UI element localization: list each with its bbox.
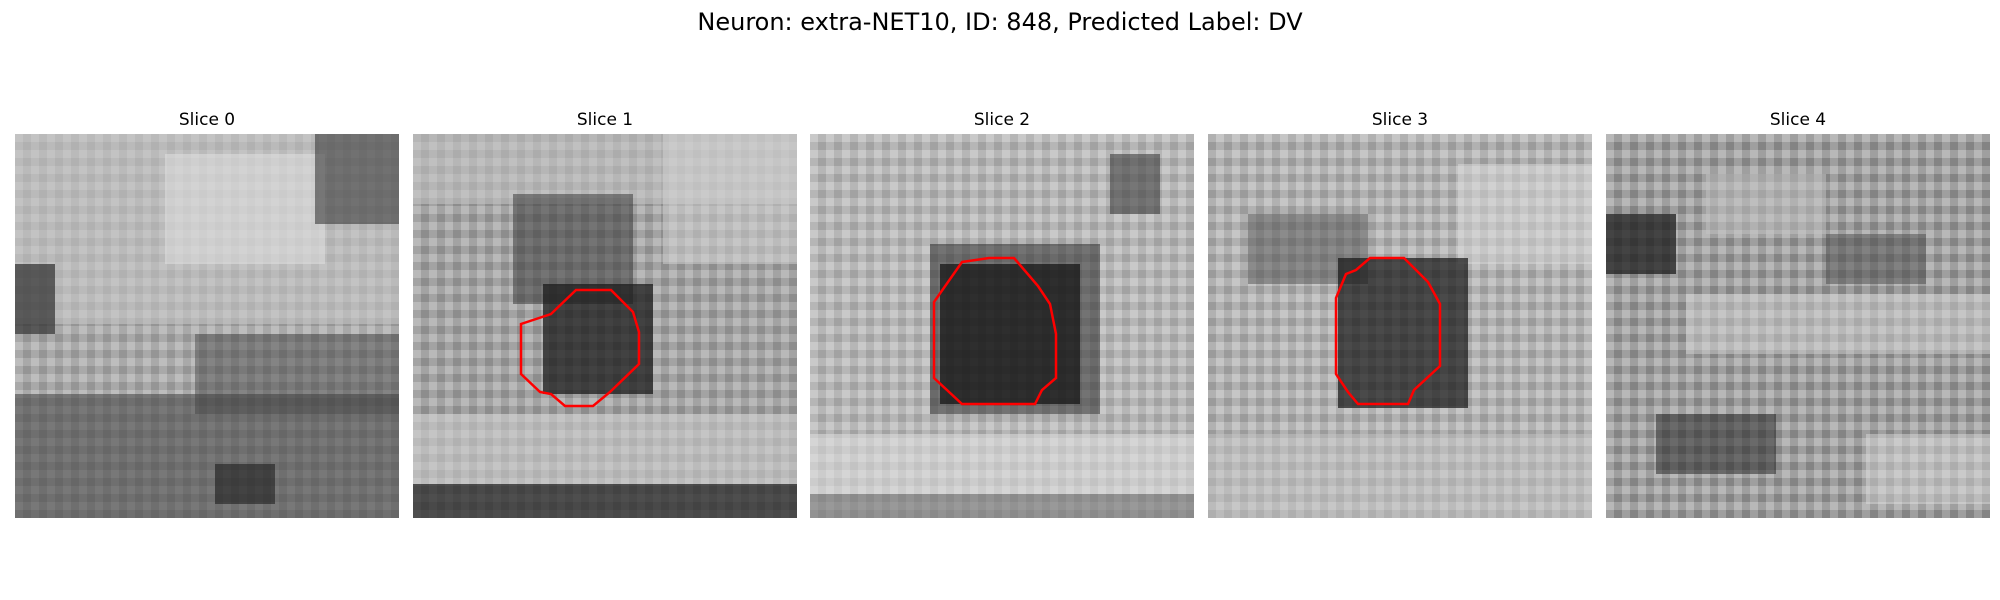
slice-image-4 — [1606, 134, 1990, 518]
slice-title-1: Slice 1 — [576, 110, 634, 130]
slice-image-0 — [15, 134, 399, 518]
slice-title-3: Slice 3 — [1371, 110, 1429, 130]
slice-image-1 — [413, 134, 797, 518]
slice-title-4: Slice 4 — [1769, 110, 1827, 130]
slice-title-2: Slice 2 — [973, 110, 1031, 130]
contour-outline-3 — [1334, 256, 1442, 406]
contour-outline-1 — [519, 288, 641, 408]
slice-image-2 — [810, 134, 1194, 518]
figure-title: Neuron: extra-NET10, ID: 848, Predicted … — [697, 8, 1303, 36]
contour-outline-2 — [932, 256, 1058, 406]
slice-image-3 — [1208, 134, 1592, 518]
slice-title-0: Slice 0 — [178, 110, 236, 130]
